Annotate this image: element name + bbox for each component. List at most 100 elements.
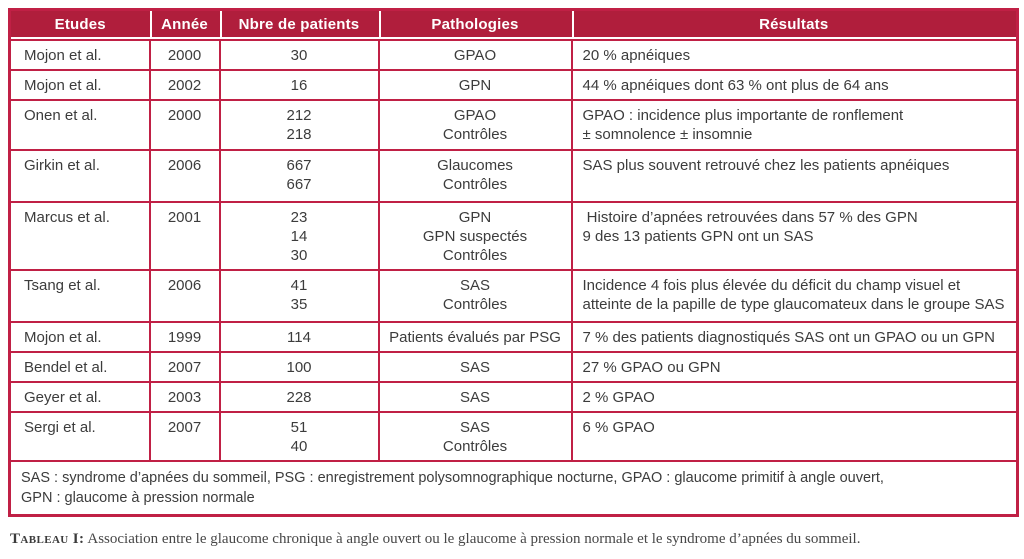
cell-line: 30 <box>290 46 308 64</box>
header-resultats: Résultats <box>571 9 1018 41</box>
table-row: Marcus et al. 2001 23 14 30 GPN GPN suspect… <box>8 200 1019 271</box>
cell-etude: Onen et al. <box>8 98 151 151</box>
cell-line: GPAO <box>453 46 497 64</box>
table-row: Tsang et al. 2006 41 35 SAS Contrôles Inci… <box>8 268 1019 323</box>
cell-patients: 212 218 <box>218 98 380 151</box>
cell-line: 2000 <box>167 46 202 64</box>
cell-pathologies: SAS Contrôles <box>377 268 573 323</box>
cell-line: GPAO <box>453 106 497 124</box>
cell-line: 1999 <box>167 328 202 346</box>
cell-annee: 2002 <box>148 68 221 101</box>
cell-resultats: Incidence 4 fois plus élevée du déficit … <box>570 268 1019 323</box>
table-caption: Tableau I: Association entre le glaucome… <box>10 531 1016 548</box>
cell-pathologies: SAS <box>377 350 573 383</box>
cell-line: Contrôles <box>442 437 508 455</box>
cell-annee: 2007 <box>148 350 221 383</box>
cell-line: Contrôles <box>442 246 508 264</box>
cell-line: SAS <box>459 418 490 436</box>
table-header: Etudes Année Nbre de patients Pathologie… <box>9 9 1018 41</box>
cell-resultats: 20 % apnéiques <box>570 38 1019 71</box>
cell-etude: Tsang et al. <box>8 268 151 323</box>
cell-patients: 30 <box>218 38 380 71</box>
cell-line: 35 <box>290 295 308 313</box>
cell-line: SAS <box>459 358 490 376</box>
cell-line: Geyer et al. <box>24 388 102 406</box>
cell-line: 51 <box>290 418 308 436</box>
cell-line: 218 <box>286 125 312 143</box>
cell-line: Contrôles <box>442 175 508 193</box>
cell-patients: 23 14 30 <box>218 200 380 271</box>
cell-line: 6 % GPAO <box>582 418 655 436</box>
cell-pathologies: Patients évalués par PSG <box>377 320 573 353</box>
cell-pathologies: GPN GPN suspectés Contrôles <box>377 200 573 271</box>
table-row: Mojon et al. 2002 16 GPN 44 % apnéiques … <box>8 68 1019 101</box>
cell-patients: 667 667 <box>218 148 380 203</box>
cell-line: 44 % apnéiques dont 63 % ont plus de 64 … <box>582 76 889 94</box>
cell-line: Mojon et al. <box>24 328 102 346</box>
cell-line: 2007 <box>167 418 202 436</box>
cell-annee: 2000 <box>148 98 221 151</box>
cell-resultats: 2 % GPAO <box>570 380 1019 413</box>
cell-line: 30 <box>290 246 308 264</box>
cell-etude: Mojon et al. <box>8 68 151 101</box>
cell-patients: 41 35 <box>218 268 380 323</box>
caption-label: Tableau I: <box>10 530 85 547</box>
cell-resultats: 27 % GPAO ou GPN <box>570 350 1019 383</box>
cell-line: Girkin et al. <box>24 156 100 174</box>
cell-line: Patients évalués par PSG <box>389 328 561 346</box>
cell-line: 9 des 13 patients GPN ont un SAS <box>582 227 814 245</box>
header-nbre-patients: Nbre de patients <box>219 9 379 41</box>
cell-line: 2 % GPAO <box>582 388 655 406</box>
cell-annee: 2003 <box>148 380 221 413</box>
table-row: Bendel et al. 2007 100 SAS 27 % GPAO ou … <box>8 350 1019 383</box>
cell-line: Glaucomes <box>437 156 513 174</box>
cell-patients: 100 <box>218 350 380 383</box>
cell-line: Mojon et al. <box>24 76 102 94</box>
cell-annee: 1999 <box>148 320 221 353</box>
cell-line: SAS <box>459 388 490 406</box>
cell-line: Histoire d’apnées retrouvées dans 57 % d… <box>582 208 918 226</box>
cell-line: Bendel et al. <box>24 358 108 376</box>
cell-resultats: 44 % apnéiques dont 63 % ont plus de 64 … <box>570 68 1019 101</box>
cell-line: 667 <box>286 175 312 193</box>
cell-annee: 2000 <box>148 38 221 71</box>
cell-line: 228 <box>286 388 312 406</box>
cell-line: 212 <box>286 106 312 124</box>
table-footer: SAS : syndrome d’apnées du sommeil, PSG … <box>8 459 1019 516</box>
cell-line: 41 <box>290 276 308 294</box>
cell-pathologies: GPAO <box>377 38 573 71</box>
cell-line: 27 % GPAO ou GPN <box>582 358 721 376</box>
table-row: Geyer et al. 2003 228 SAS 2 % GPAO <box>8 380 1019 413</box>
table-row: Girkin et al. 2006 667 667 Glaucomes Contr… <box>8 148 1019 203</box>
footnote-line: SAS : syndrome d’apnées du sommeil, PSG … <box>21 469 884 486</box>
table-body: Mojon et al. 2000 30 GPAO 20 % apnéiques… <box>8 38 1019 462</box>
cell-line: 100 <box>286 358 312 376</box>
cell-line: 2006 <box>167 276 202 294</box>
cell-line: 667 <box>286 156 312 174</box>
cell-line: 2003 <box>167 388 202 406</box>
cell-annee: 2007 <box>148 410 221 462</box>
cell-line: 114 <box>287 328 311 346</box>
cell-annee: 2006 <box>148 268 221 323</box>
cell-line: ± somnolence ± insomnie <box>582 125 753 143</box>
cell-line: Contrôles <box>442 295 508 313</box>
cell-line: Sergi et al. <box>24 418 96 436</box>
cell-line: 23 <box>290 208 308 226</box>
footnote-line: GPN : glaucome à pression normale <box>21 489 255 506</box>
cell-etude: Bendel et al. <box>8 350 151 383</box>
header-pathologies: Pathologies <box>378 9 572 41</box>
cell-line: 2006 <box>167 156 202 174</box>
cell-line: GPAO : incidence plus importante de ronf… <box>582 106 904 124</box>
header-etudes: Etudes <box>9 9 150 41</box>
cell-etude: Mojon et al. <box>8 320 151 353</box>
cell-pathologies: GPN <box>377 68 573 101</box>
cell-resultats: 7 % des patients diagnostiqués SAS ont u… <box>570 320 1019 353</box>
cell-line: GPN suspectés <box>422 227 528 245</box>
cell-etude: Girkin et al. <box>8 148 151 203</box>
cell-pathologies: GPAO Contrôles <box>377 98 573 151</box>
footnote-row: SAS : syndrome d’apnées du sommeil, PSG … <box>8 459 1019 516</box>
cell-patients: 51 40 <box>218 410 380 462</box>
cell-line: 2007 <box>167 358 202 376</box>
cell-etude: Sergi et al. <box>8 410 151 462</box>
cell-line: GPN <box>458 76 492 94</box>
